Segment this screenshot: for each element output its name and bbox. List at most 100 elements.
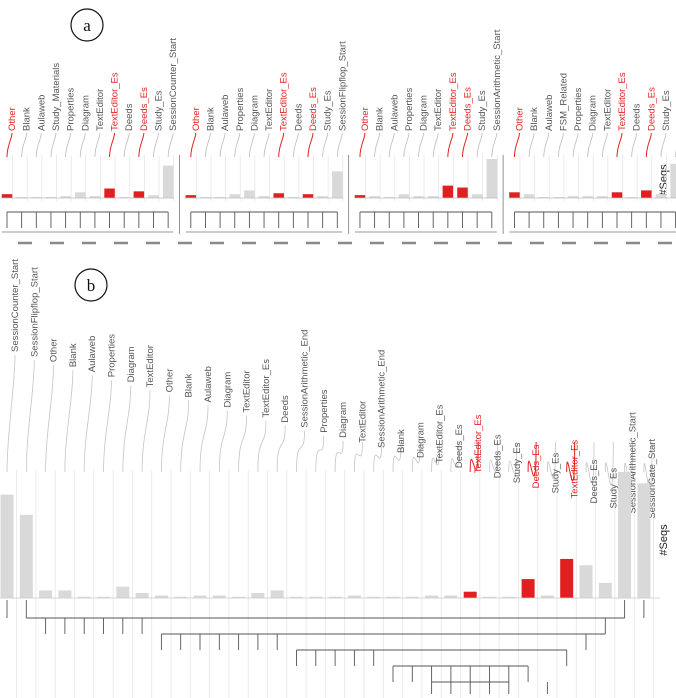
panel-a-letter: a <box>83 16 91 35</box>
b-label-leader <box>238 415 247 473</box>
panel-a-marker <box>70 8 104 42</box>
b-label-leader <box>508 441 518 475</box>
b-label-leader <box>585 441 595 484</box>
b-category-label: Study_Es <box>512 442 523 483</box>
a-label-leader <box>572 132 579 158</box>
a-bar <box>273 193 284 198</box>
panel-b: b #Seqs SessionCounter_Start SessionFlipf… <box>0 259 670 698</box>
a-bar <box>1 194 13 198</box>
b-bar <box>135 592 149 598</box>
b-bar <box>193 595 207 598</box>
b-bar <box>0 494 14 598</box>
a-category-label: Deeds <box>124 103 135 131</box>
b-bar <box>212 595 226 598</box>
a-category-label: Aulaweb <box>220 95 231 131</box>
b-bar <box>425 595 439 598</box>
a-bar <box>258 196 270 198</box>
a-label-leader <box>601 132 608 158</box>
a-category-label: TextEditor_Es <box>110 72 121 131</box>
a-bar <box>229 194 240 198</box>
b-category-label: SessionCounter_Start <box>10 259 21 352</box>
b-bar <box>39 590 53 598</box>
b-category-label: SessionArithmetic_End <box>377 350 388 448</box>
b-label-leader <box>45 365 54 473</box>
a-category-label: Other <box>360 107 371 131</box>
b-category-label: Deeds_Es <box>454 424 465 468</box>
b-bar <box>328 596 342 598</box>
a-label-leader <box>660 132 667 158</box>
a-category-label: Properties <box>573 87 584 131</box>
a-label-leader <box>476 132 483 158</box>
b-bar <box>579 565 593 598</box>
b-label-leader <box>527 441 537 477</box>
b-category-label: Diagram <box>222 372 233 408</box>
a-bar <box>641 190 652 198</box>
a-category-label: Deeds_Es <box>646 87 657 131</box>
b-category-label: Deeds_Es <box>589 459 600 503</box>
a-bar <box>427 196 439 198</box>
a-label-leader <box>167 132 174 158</box>
b-category-label: Other <box>49 338 60 362</box>
a-label-leader <box>123 132 130 158</box>
a-label-leader <box>587 132 594 158</box>
b-bar <box>154 595 168 598</box>
a-label-leader <box>631 132 638 158</box>
panel-b-letter: b <box>87 276 96 295</box>
a-label-leader <box>645 132 652 158</box>
a-bar <box>60 196 71 198</box>
b-category-label: SessionGate_Start <box>647 439 658 519</box>
b-label-leader <box>257 420 267 473</box>
a-label-leader <box>278 132 285 158</box>
a-category-label: Properties <box>66 87 77 131</box>
a-bar <box>16 197 27 198</box>
b-label-leader <box>199 405 209 473</box>
b-category-label: TextEditor <box>145 345 156 387</box>
a-bar <box>457 187 468 198</box>
b-bar <box>97 596 110 598</box>
a-category-label: TextEditor <box>602 89 613 131</box>
a-label-leader <box>447 132 454 158</box>
b-bar <box>444 595 458 598</box>
b-category-label: Properties <box>107 334 118 378</box>
b-category-label: Diagram <box>338 402 349 438</box>
a-label-leader <box>65 132 71 158</box>
b-label-leader <box>276 425 286 473</box>
b-label-leader <box>392 441 402 473</box>
a-category-label: Aulaweb <box>544 95 555 131</box>
b-bar <box>290 596 303 598</box>
a-category-label: Aulaweb <box>389 95 400 131</box>
a-bar <box>75 192 86 198</box>
b-bar <box>560 558 574 598</box>
a-bar <box>655 194 667 198</box>
a-label-leader <box>336 132 343 158</box>
a-category-label: Deeds_Es <box>463 87 474 131</box>
a-label-leader <box>462 132 468 158</box>
a-label-leader <box>234 132 241 158</box>
a-category-label: Properties <box>235 87 246 131</box>
b-category-label: Diagram <box>415 422 426 458</box>
b-bar <box>232 596 246 598</box>
b-category-label: Aulaweb <box>87 336 98 372</box>
a-category-label: SessionArithmetic_Start <box>492 29 503 131</box>
b-label-leader <box>296 430 305 473</box>
b-label-leader <box>6 354 16 473</box>
b-category-label: Other <box>164 369 175 393</box>
a-category-label: Study_Materials <box>51 63 62 131</box>
b-bar <box>309 596 323 598</box>
a-label-leader <box>307 132 314 158</box>
a-label-leader <box>190 132 197 158</box>
a-label-leader <box>205 132 211 158</box>
a-label-leader <box>79 132 86 158</box>
a-label-leader <box>528 132 535 158</box>
b-bar <box>483 596 496 598</box>
b-category-label: Aulaweb <box>203 366 214 402</box>
a-label-leader <box>153 132 159 158</box>
b-label-leader <box>431 441 440 473</box>
a-category-label: Blank <box>529 107 540 131</box>
b-category-label: Study_Es <box>608 468 619 509</box>
b-category-label: Blank <box>68 343 79 367</box>
a-bar <box>384 197 395 198</box>
a-label-leader <box>94 132 101 158</box>
a-bar <box>214 197 226 198</box>
b-label-leader <box>450 441 460 473</box>
